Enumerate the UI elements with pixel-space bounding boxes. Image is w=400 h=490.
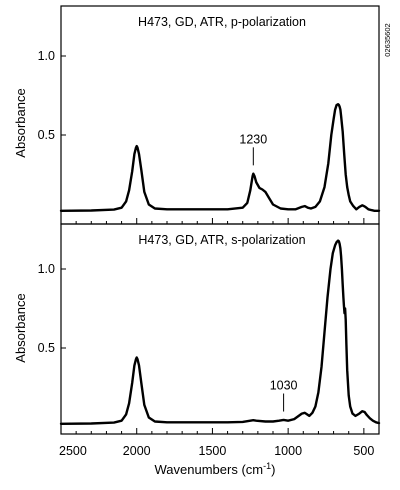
top-spectrum-line: [59, 102, 381, 213]
figure-id-label: 02635602: [383, 23, 392, 56]
bottom-y-tick-label: 1.0: [38, 262, 55, 276]
bottom-y-axis-label: Absorbance: [13, 293, 28, 362]
x-tick-label: 2000: [123, 444, 151, 458]
bottom-panel-title: H473, GD, ATR, s-polarization: [138, 233, 305, 247]
x-tick-label: 2500: [59, 444, 87, 458]
x-axis-label: Wavenumbers (cm-1): [155, 461, 276, 477]
bottom-spectrum-line: [59, 239, 381, 425]
top-y-tick-label: 0.5: [38, 128, 55, 142]
top-y-axis-label: Absorbance: [13, 88, 28, 157]
x-tick-label: 500: [353, 444, 374, 458]
x-tick-label: 1500: [199, 444, 227, 458]
top-panel-title: H473, GD, ATR, p-polarization: [138, 15, 306, 29]
top-y-tick-label: 1.0: [38, 49, 55, 63]
top-peak-annotation: 1230: [239, 132, 267, 146]
bottom-panel-frame: [60, 223, 380, 435]
bottom-y-tick-label: 0.5: [38, 341, 55, 355]
x-tick-label: 1000: [274, 444, 302, 458]
bottom-peak-annotation: 1030: [270, 379, 298, 393]
